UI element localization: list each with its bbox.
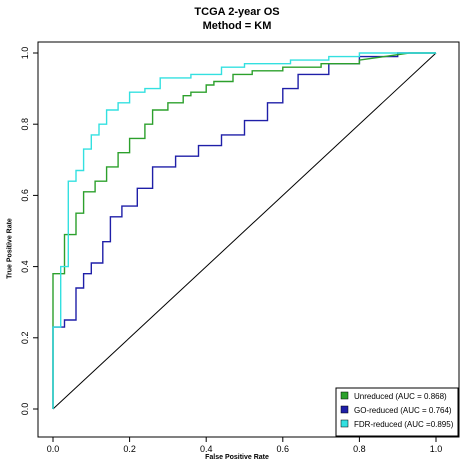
x-axis-label: False Positive Rate: [205, 454, 269, 461]
legend-swatch: [340, 391, 349, 400]
y-tick-label: 0.2: [20, 332, 30, 345]
legend-box: [335, 387, 459, 437]
x-tick-label: 0.4: [200, 444, 213, 454]
y-tick-label: 0.6: [20, 189, 30, 202]
y-tick-label: 0.8: [20, 118, 30, 131]
x-tick-label: 0.6: [277, 444, 290, 454]
chart-subtitle: Method = KM: [202, 20, 272, 32]
roc-curve-go-reduced: [52, 52, 436, 409]
y-axis-label: True Positive Rate: [6, 218, 14, 279]
chart-title: TCGA 2-year OS: [194, 6, 280, 18]
x-tick-label: 0.2: [123, 444, 136, 454]
legend-label: Unreduced (AUC = 0.868): [354, 392, 447, 401]
legend-label: FDR-reduced (AUC =0.895): [354, 420, 454, 429]
x-tick-label: 0.0: [47, 444, 60, 454]
legend-swatch: [340, 419, 349, 428]
roc-curve-fdr-reduced: [52, 52, 436, 409]
y-tick-label: 1.0: [20, 47, 30, 60]
y-tick-label: 0.4: [20, 260, 30, 273]
legend-label: GO-reduced (AUC = 0.764): [354, 406, 452, 415]
roc-curve-unreduced: [52, 52, 436, 409]
legend-swatch: [340, 405, 349, 414]
diagonal-line: [52, 52, 437, 410]
plot-frame: [37, 41, 460, 438]
x-tick-label: 1.0: [430, 444, 443, 454]
x-tick-label: 0.8: [353, 444, 366, 454]
y-tick-label: 0.0: [20, 403, 30, 416]
